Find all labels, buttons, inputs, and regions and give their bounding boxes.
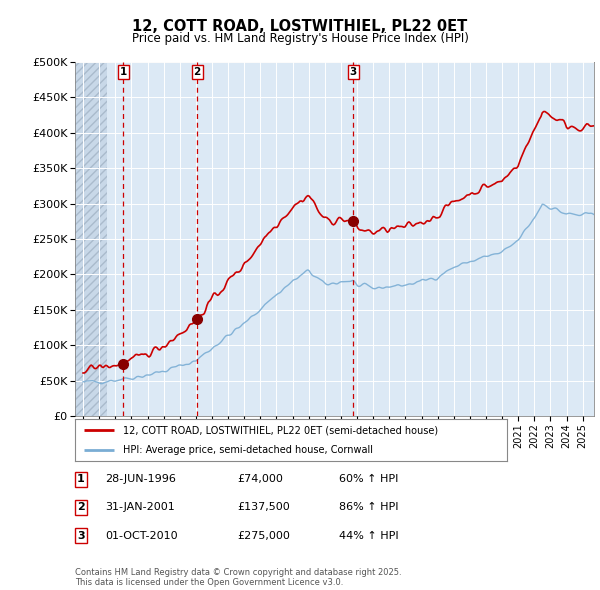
Text: £275,000: £275,000 bbox=[237, 531, 290, 540]
Text: 86% ↑ HPI: 86% ↑ HPI bbox=[339, 503, 398, 512]
Text: 01-OCT-2010: 01-OCT-2010 bbox=[105, 531, 178, 540]
Text: 12, COTT ROAD, LOSTWITHIEL, PL22 0ET: 12, COTT ROAD, LOSTWITHIEL, PL22 0ET bbox=[133, 19, 467, 34]
Text: 3: 3 bbox=[77, 531, 85, 540]
Text: Price paid vs. HM Land Registry's House Price Index (HPI): Price paid vs. HM Land Registry's House … bbox=[131, 32, 469, 45]
Text: £137,500: £137,500 bbox=[237, 503, 290, 512]
Text: 2: 2 bbox=[77, 503, 85, 512]
Text: 31-JAN-2001: 31-JAN-2001 bbox=[105, 503, 175, 512]
Text: 1: 1 bbox=[119, 67, 127, 77]
Text: 1: 1 bbox=[77, 474, 85, 484]
Text: 12, COTT ROAD, LOSTWITHIEL, PL22 0ET (semi-detached house): 12, COTT ROAD, LOSTWITHIEL, PL22 0ET (se… bbox=[122, 425, 437, 435]
Text: £74,000: £74,000 bbox=[237, 474, 283, 484]
Text: 60% ↑ HPI: 60% ↑ HPI bbox=[339, 474, 398, 484]
Text: 44% ↑ HPI: 44% ↑ HPI bbox=[339, 531, 398, 540]
Text: 28-JUN-1996: 28-JUN-1996 bbox=[105, 474, 176, 484]
Text: HPI: Average price, semi-detached house, Cornwall: HPI: Average price, semi-detached house,… bbox=[122, 445, 373, 455]
Text: 2: 2 bbox=[194, 67, 201, 77]
Text: 3: 3 bbox=[349, 67, 356, 77]
Bar bbox=[75, 62, 107, 416]
Text: Contains HM Land Registry data © Crown copyright and database right 2025.
This d: Contains HM Land Registry data © Crown c… bbox=[75, 568, 401, 587]
